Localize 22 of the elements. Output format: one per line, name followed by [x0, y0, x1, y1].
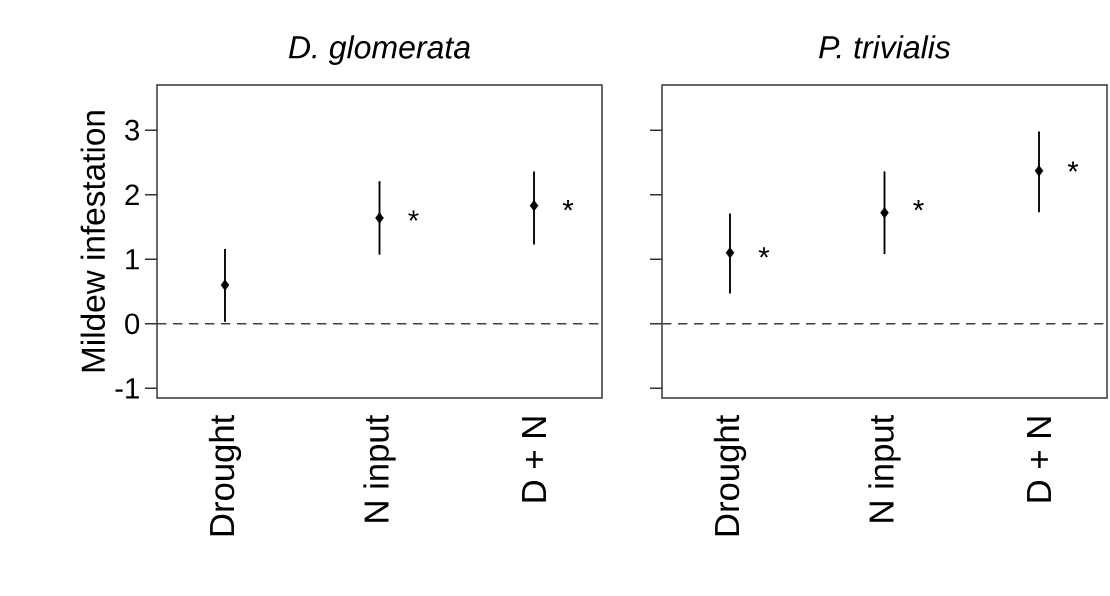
- point: [529, 200, 539, 212]
- annotation: *: [408, 210, 419, 221]
- x-tick-label: D + N: [522, 417, 546, 502]
- chart-title: P. trivialis: [819, 35, 951, 59]
- x-tick-label: Drought: [713, 414, 747, 536]
- y-tick-label: 1: [126, 249, 139, 270]
- chart-title: D. glomerata: [288, 35, 470, 65]
- annotation: *: [758, 247, 770, 258]
- y-axis-title: Mildew infestation: [80, 111, 106, 372]
- annotation: *: [1067, 161, 1079, 172]
- x-tick-label: N input: [363, 415, 396, 522]
- x-tick-label: N input: [868, 415, 901, 522]
- y-tick-label: 2: [125, 184, 139, 205]
- x-tick-label: D + N: [1027, 417, 1051, 502]
- y-tick-label: 3: [125, 119, 140, 141]
- point: [220, 279, 230, 291]
- point: [375, 212, 384, 224]
- x-tick-label: Drought: [208, 414, 242, 536]
- annotation: *: [913, 200, 924, 211]
- y-tick-label: -1: [115, 378, 139, 399]
- annotation: *: [562, 200, 574, 211]
- y-tick-label: 0: [125, 313, 140, 335]
